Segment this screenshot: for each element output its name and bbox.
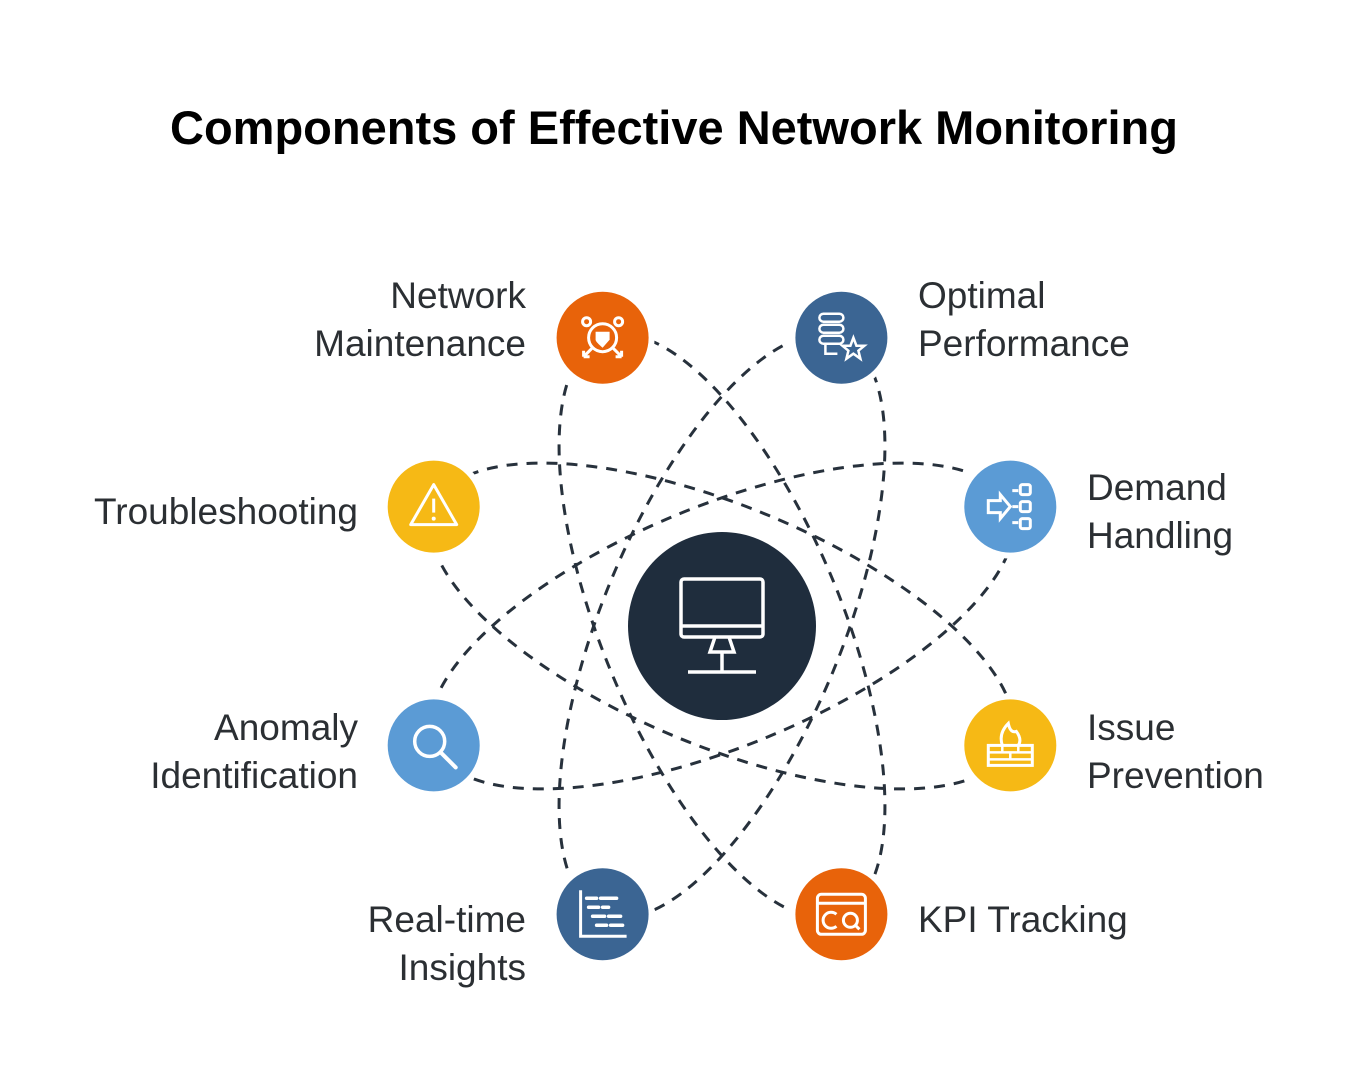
node-circle [795,868,888,961]
node-circle [556,868,649,961]
label-real-time-insights: Real-time Insights [367,899,526,988]
label-demand-handling: Demand Handling [1087,467,1234,556]
label-optimal-performance: Optimal Performance [918,275,1130,364]
shield-network-icon [581,316,625,359]
warning-icon [409,483,459,527]
node-circle [387,699,480,792]
search-icon [412,724,458,770]
label-network-maintenance: Network Maintenance [314,275,526,364]
node-demand-handling [958,454,1063,559]
dashboard-window-icon [815,892,867,936]
page-title: Components of Effective Network Monitori… [170,101,1178,154]
gantt-chart-icon [579,890,627,938]
node-anomaly-identification [381,693,486,798]
node-kpi-tracking [789,862,894,967]
server-star-icon [818,312,868,362]
monitor-icon [679,577,765,674]
label-issue-prevention: Issue Prevention [1087,707,1264,796]
label-troubleshooting: Troubleshooting [94,491,358,532]
center-node [622,526,822,726]
node-issue-prevention [958,693,1063,798]
node-real-time-insights [550,862,655,967]
node-circle [795,291,888,384]
distribution-icon [986,483,1032,531]
node-network-maintenance [550,285,655,390]
firewall-icon [986,720,1034,767]
label-kpi-tracking: KPI Tracking [918,899,1128,940]
node-optimal-performance [789,285,894,390]
label-anomaly-identification: Anomaly Identification [150,707,358,796]
node-troubleshooting [381,454,486,559]
